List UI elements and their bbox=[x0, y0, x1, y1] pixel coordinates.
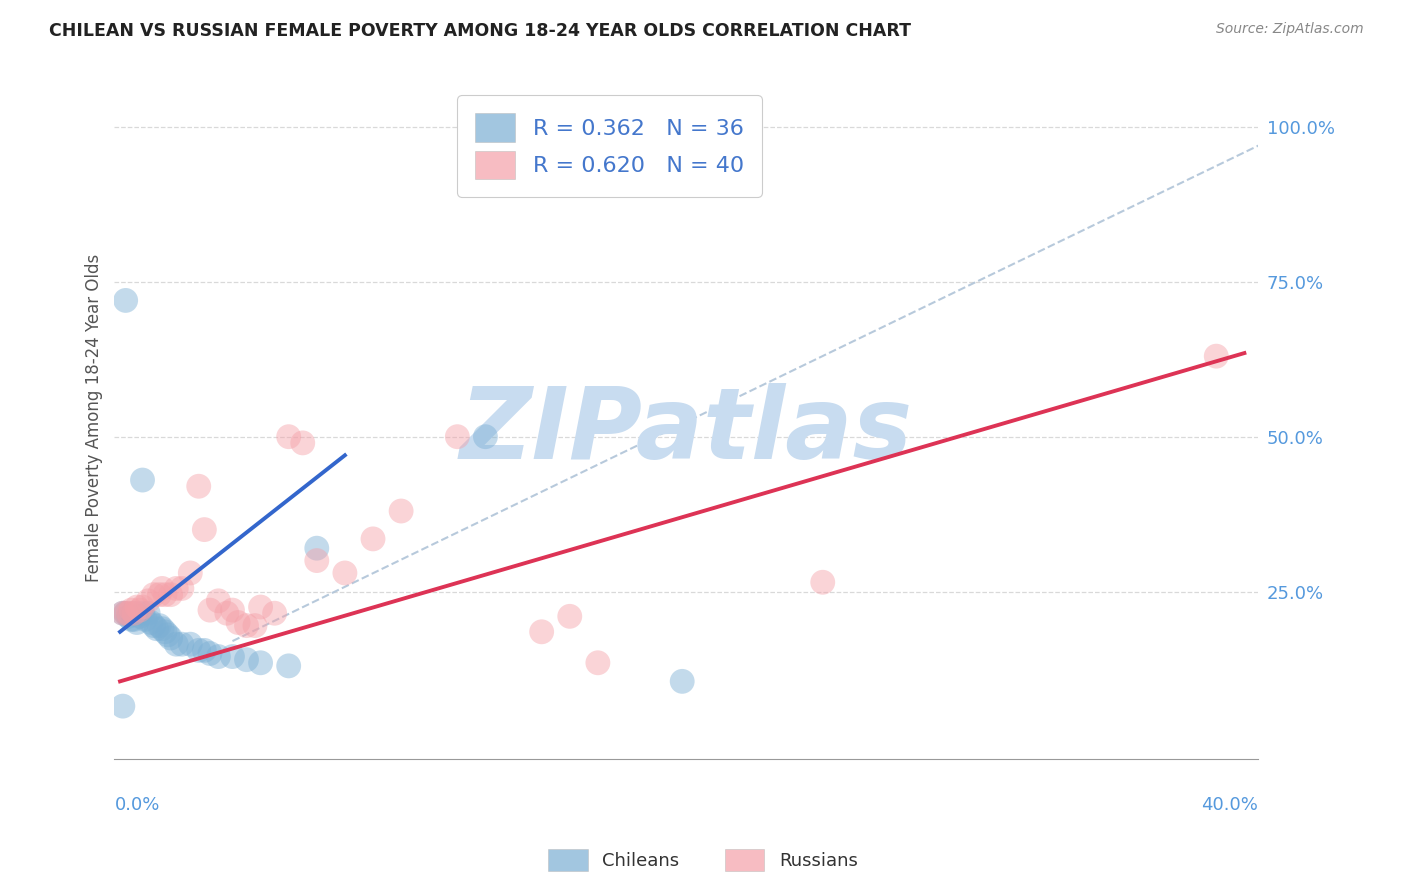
Text: 40.0%: 40.0% bbox=[1202, 797, 1258, 814]
Text: 0.0%: 0.0% bbox=[114, 797, 160, 814]
Point bbox=[187, 479, 209, 493]
Text: Source: ZipAtlas.com: Source: ZipAtlas.com bbox=[1216, 22, 1364, 37]
Point bbox=[474, 430, 496, 444]
Point bbox=[111, 606, 134, 620]
Point bbox=[198, 647, 221, 661]
Point bbox=[142, 618, 165, 632]
Point bbox=[117, 609, 139, 624]
Point bbox=[117, 606, 139, 620]
Point bbox=[156, 628, 179, 642]
Point bbox=[114, 606, 136, 620]
Point bbox=[333, 566, 356, 580]
Point bbox=[198, 603, 221, 617]
Point bbox=[170, 582, 193, 596]
Point bbox=[226, 615, 249, 630]
Point bbox=[120, 603, 142, 617]
Point bbox=[165, 582, 187, 596]
Point bbox=[125, 615, 148, 630]
Point bbox=[446, 430, 468, 444]
Point bbox=[136, 594, 159, 608]
Point bbox=[131, 600, 153, 615]
Point bbox=[150, 622, 173, 636]
Legend: Chileans, Russians: Chileans, Russians bbox=[541, 842, 865, 879]
Point bbox=[671, 674, 693, 689]
Point bbox=[305, 541, 328, 556]
Point bbox=[249, 656, 271, 670]
Point bbox=[235, 618, 257, 632]
Point bbox=[128, 609, 150, 624]
Point bbox=[193, 643, 215, 657]
Point bbox=[221, 649, 243, 664]
Point bbox=[291, 436, 314, 450]
Point bbox=[811, 575, 834, 590]
Point bbox=[558, 609, 581, 624]
Point bbox=[114, 293, 136, 308]
Point bbox=[277, 430, 299, 444]
Point bbox=[207, 594, 229, 608]
Point bbox=[361, 532, 384, 546]
Point bbox=[125, 600, 148, 615]
Y-axis label: Female Poverty Among 18-24 Year Olds: Female Poverty Among 18-24 Year Olds bbox=[86, 254, 103, 582]
Point bbox=[179, 566, 201, 580]
Point bbox=[179, 637, 201, 651]
Point bbox=[170, 637, 193, 651]
Point bbox=[150, 582, 173, 596]
Point bbox=[120, 612, 142, 626]
Point bbox=[139, 615, 162, 630]
Point bbox=[148, 588, 170, 602]
Point bbox=[263, 606, 285, 620]
Point bbox=[148, 618, 170, 632]
Point bbox=[153, 588, 176, 602]
Point bbox=[243, 618, 266, 632]
Point bbox=[122, 612, 145, 626]
Point bbox=[221, 603, 243, 617]
Point bbox=[586, 656, 609, 670]
Point bbox=[134, 612, 156, 626]
Point bbox=[187, 643, 209, 657]
Point bbox=[142, 588, 165, 602]
Point bbox=[235, 653, 257, 667]
Point bbox=[277, 658, 299, 673]
Point bbox=[193, 523, 215, 537]
Point bbox=[131, 473, 153, 487]
Text: ZIPatlas: ZIPatlas bbox=[460, 384, 912, 480]
Point bbox=[159, 588, 181, 602]
Point bbox=[249, 600, 271, 615]
Point bbox=[145, 622, 167, 636]
Point bbox=[389, 504, 412, 518]
Point bbox=[1205, 349, 1227, 363]
Point bbox=[305, 553, 328, 567]
Point bbox=[128, 603, 150, 617]
Point bbox=[159, 631, 181, 645]
Point bbox=[136, 606, 159, 620]
Point bbox=[153, 624, 176, 639]
Point bbox=[131, 606, 153, 620]
Point bbox=[111, 699, 134, 714]
Point bbox=[165, 637, 187, 651]
Point bbox=[215, 606, 238, 620]
Point bbox=[530, 624, 553, 639]
Text: CHILEAN VS RUSSIAN FEMALE POVERTY AMONG 18-24 YEAR OLDS CORRELATION CHART: CHILEAN VS RUSSIAN FEMALE POVERTY AMONG … bbox=[49, 22, 911, 40]
Point bbox=[114, 606, 136, 620]
Legend: R = 0.362   N = 36, R = 0.620   N = 40: R = 0.362 N = 36, R = 0.620 N = 40 bbox=[457, 95, 762, 197]
Point bbox=[111, 606, 134, 620]
Point bbox=[122, 606, 145, 620]
Point bbox=[207, 649, 229, 664]
Point bbox=[122, 606, 145, 620]
